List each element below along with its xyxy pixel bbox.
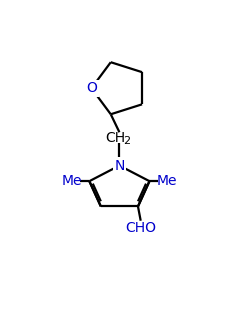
Text: CHO: CHO <box>125 221 156 235</box>
Text: Me: Me <box>62 174 82 188</box>
Text: Me: Me <box>156 174 177 188</box>
Text: O: O <box>86 81 97 95</box>
Text: CH: CH <box>105 131 125 145</box>
Text: 2: 2 <box>123 136 130 146</box>
Text: N: N <box>114 159 125 172</box>
